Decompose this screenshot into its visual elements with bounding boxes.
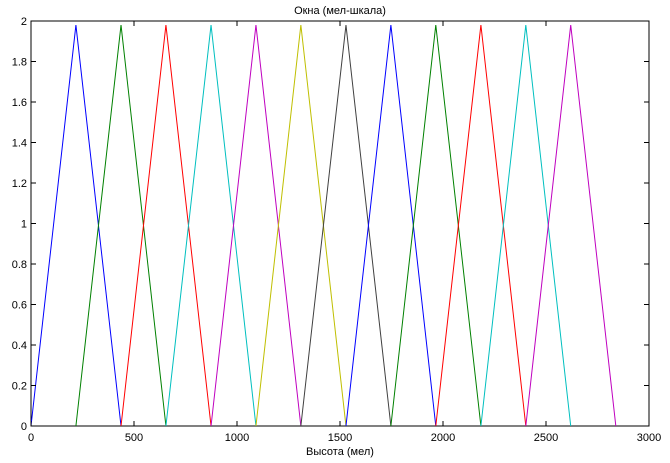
- x-tick-label: 1000: [225, 432, 249, 444]
- y-axis-ticks: 0 0.2 0.4 0.6 0.8 1 1.2 1.4 1.6 1.8 2: [12, 16, 649, 433]
- x-tick-label: 500: [125, 432, 143, 444]
- x-tick-label: 2500: [534, 432, 558, 444]
- y-tick-label: 0.4: [12, 340, 27, 352]
- y-tick-label: 1.6: [12, 97, 27, 109]
- series-line-12: [525, 24, 617, 427]
- x-axis-label: Высота (мел): [306, 446, 374, 458]
- x-tick-label: 2000: [431, 432, 455, 444]
- series-line-1: [30, 24, 122, 427]
- plot-area: 0 500 1000 1500 2000 2500 3000 0 0.2 0.4 0.6 0.8 1 1…: [12, 16, 662, 444]
- chart-title: Окна (мел-шкала): [294, 5, 386, 17]
- series-line-4: [165, 24, 257, 427]
- series-line-9: [390, 24, 482, 427]
- x-tick-label: 3000: [637, 432, 661, 444]
- series-line-6: [255, 24, 347, 427]
- series-line-8: [345, 24, 437, 427]
- x-axis-ticks: 0 500 1000 1500 2000 2500 3000: [28, 21, 661, 444]
- series-line-10: [435, 24, 527, 427]
- series-line-2: [75, 24, 167, 427]
- y-tick-label: 2: [21, 16, 27, 28]
- series-line-5: [210, 24, 302, 427]
- axes-box: [30, 20, 650, 427]
- x-tick-label: 0: [28, 432, 34, 444]
- y-tick-label: 1.2: [12, 178, 27, 190]
- y-tick-label: 1: [21, 219, 27, 231]
- y-tick-label: 1.8: [12, 57, 27, 69]
- series-layer: [30, 24, 617, 427]
- y-tick-label: 0.6: [12, 300, 27, 312]
- y-tick-label: 0.8: [12, 259, 27, 271]
- series-line-11: [480, 24, 572, 427]
- series-line-7: [300, 24, 392, 427]
- y-tick-label: 1.4: [12, 138, 27, 150]
- y-tick-label: 0: [21, 421, 27, 433]
- y-tick-label: 0.2: [12, 381, 27, 393]
- series-line-3: [120, 24, 212, 427]
- x-tick-label: 1500: [328, 432, 352, 444]
